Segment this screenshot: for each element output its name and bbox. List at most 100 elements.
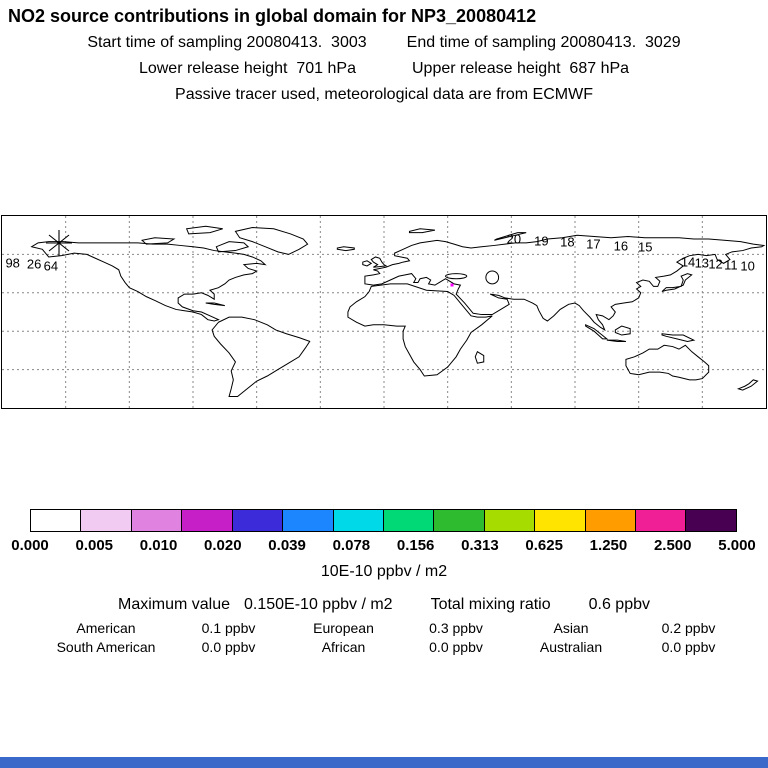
coastline-path [738, 380, 757, 390]
contribution-value: 0.1 ppbv [201, 620, 256, 636]
release-point-marker [45, 229, 72, 256]
trajectory-number: 12 [708, 256, 723, 272]
coastline-path [586, 325, 607, 339]
trajectory-number: 15 [638, 239, 653, 255]
coastline-path [662, 334, 694, 342]
coastline-path [494, 233, 526, 241]
coastline-path [348, 284, 492, 376]
coastline-path [475, 352, 483, 364]
colorbar-tick-label: 0.010 [139, 537, 178, 554]
trajectory-number: 18 [560, 234, 575, 250]
contribution-value: 0.0 ppbv [661, 639, 716, 655]
world-map-svg [2, 216, 766, 408]
contributions-table: American 0.1 ppbv European 0.3 ppbv Asia… [31, 620, 736, 655]
colorbar-tick-label: 0.156 [396, 537, 435, 554]
trajectory-number: 19 [534, 233, 549, 249]
end-time-text: End time of sampling 20080413. 3029 [406, 34, 681, 51]
total-mixing-ratio-value: 0.6 ppbv [588, 596, 650, 613]
stats-line: Maximum value 0.150E-10 ppbv / m2 Total … [0, 596, 768, 614]
colorbar-segment [31, 510, 81, 531]
lower-release-height-text: Lower release height 701 hPa [138, 60, 356, 77]
maximum-value-group: Maximum value 0.150E-10 ppbv / m2 [118, 596, 393, 614]
colorbar-units-label: 10E-10 ppbv / m2 [320, 563, 448, 580]
contribution-value: 0.3 ppbv [429, 620, 483, 636]
coastline-path [409, 229, 434, 233]
colorbar-segment [332, 510, 383, 531]
tracer-note-line: Passive tracer used, meteorological data… [0, 86, 768, 104]
trajectory-number: 10 [740, 258, 755, 274]
sea-outline [446, 274, 467, 279]
coastline-path [626, 345, 709, 380]
star-icon [45, 229, 72, 256]
contribution-region-label: African [321, 639, 366, 655]
contribution-region-label: Australian [539, 639, 603, 655]
contribution-region-label: South American [56, 639, 156, 655]
colorbar-segment [80, 510, 131, 531]
coastline-path [235, 228, 307, 255]
coastline-path [363, 261, 371, 266]
sampling-times-line: Start time of sampling 20080413. 3003 En… [0, 34, 768, 52]
colorbar-segment [382, 510, 434, 531]
colorbar-segment [534, 510, 585, 531]
colorbar-tick-label: 0.313 [461, 537, 499, 554]
trajectory-number: 64 [43, 258, 59, 274]
coastline-path [32, 242, 265, 321]
colorbar-segment [635, 510, 686, 531]
contribution-region-label: Asian [553, 620, 589, 636]
sea-outline [486, 271, 499, 284]
colorbar-segment [584, 510, 636, 531]
upper-release-height-text: Upper release height 687 hPa [412, 60, 630, 77]
contribution-value: 0.0 ppbv [201, 639, 256, 655]
trajectory-number: 13 [694, 255, 710, 271]
colorbar-segment [685, 510, 736, 531]
trajectory-number: 17 [586, 236, 601, 252]
colorbar-segment [231, 510, 283, 531]
coastline-path [365, 235, 764, 330]
bottom-taskbar-strip [0, 757, 768, 768]
coastline-path [142, 238, 174, 244]
coastline-path [607, 340, 626, 341]
colorbar-tick-label: 5.000 [718, 537, 756, 554]
coastline-path [212, 317, 310, 396]
start-time-text: Start time of sampling 20080413. 3003 [87, 34, 367, 51]
trajectory-number: 16 [613, 238, 629, 254]
maximum-value-label: Maximum value [117, 596, 231, 613]
contribution-region-label: American [76, 620, 136, 636]
release-heights-line: Lower release height 701 hPa Upper relea… [0, 60, 768, 78]
colorbar-tick-label: 2.500 [653, 537, 692, 554]
coastline-path [337, 247, 354, 251]
coastline-path [615, 326, 630, 335]
colorbar-tick-label: 0.005 [75, 537, 114, 554]
colorbar-tick-label: 0.078 [332, 537, 371, 554]
page-title: NO2 source contributions in global domai… [8, 6, 537, 26]
colorbar-tick-label: 0.000 [11, 537, 49, 554]
colorbar-segment [130, 510, 182, 531]
colorbar-segment [433, 510, 484, 531]
trajectory-number: 14 [680, 254, 696, 270]
trajectory-number: 11 [724, 257, 738, 273]
coastline-path [662, 274, 692, 292]
world-map-panel: 20 19 18 17 16 15 14 13 12 11 10 98 26 64 [1, 215, 767, 409]
tracer-note-text: Passive tracer used, meteorological data… [175, 86, 593, 103]
colorbar-tick-label: 0.020 [204, 537, 242, 554]
trajectory-number: 26 [26, 256, 42, 272]
colorbar-segment [181, 510, 232, 531]
colorbar-segment [282, 510, 333, 531]
maximum-value-text: 0.150E-10 ppbv / m2 [244, 596, 393, 613]
colorbar-segment [483, 510, 535, 531]
plume-dot [450, 283, 454, 287]
colorbar-tick-label: 0.039 [268, 537, 306, 554]
coastline-path [216, 242, 248, 252]
coastline-path [206, 303, 225, 306]
contribution-region-label: European [313, 620, 374, 636]
coastline-path [187, 226, 223, 234]
coastline-path [371, 257, 386, 267]
colorbar-tick-label: 0.625 [525, 537, 563, 554]
colorbar-labels: 0.000 0.005 0.010 0.020 0.039 0.078 0.156 0.313… [11, 537, 756, 555]
trajectory-number: 98 [5, 255, 20, 271]
colorbar [30, 509, 737, 532]
map-overlay: 20 19 18 17 16 15 14 13 12 11 10 98 26 64 [2, 216, 766, 408]
contribution-value: 0.0 ppbv [429, 639, 483, 655]
contribution-value: 0.2 ppbv [661, 620, 716, 636]
colorbar-tick-label: 1.250 [589, 537, 628, 554]
